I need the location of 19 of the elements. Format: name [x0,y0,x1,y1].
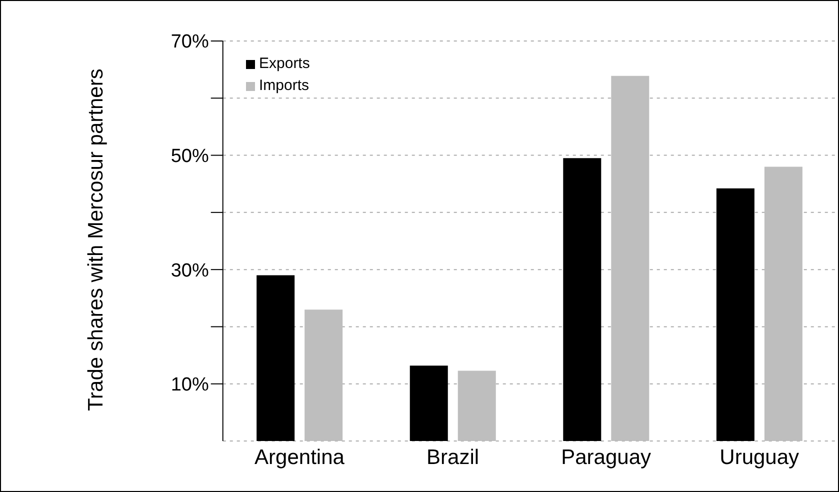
y-tick-label: 70% [170,32,209,53]
y-tick-label: 50% [170,146,209,168]
bar [410,366,448,441]
legend-label: Exports [259,55,310,72]
bar [256,275,295,441]
y-tick-label: 10% [170,374,209,396]
bar [563,158,602,441]
bar [764,166,802,441]
bar [304,310,343,441]
y-axis-title: Trade shares with Mercosur partners [84,68,108,411]
bar [716,188,754,441]
legend-label: Imports [259,77,310,94]
x-tick-label: Paraguay [561,446,652,469]
x-tick-label: Argentina [254,446,345,469]
y-tick-label: 30% [170,260,209,282]
bar [458,370,496,441]
bar [611,76,650,441]
x-tick-label: Brazil [426,446,480,469]
x-tick-label: Uruguay [720,446,800,469]
